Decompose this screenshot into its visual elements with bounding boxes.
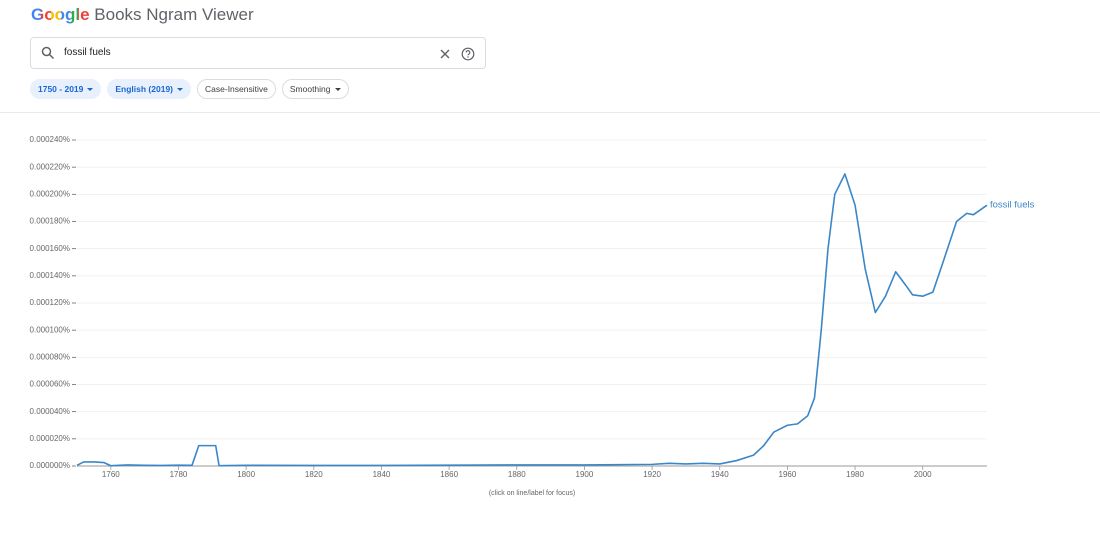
filters: 1750 - 2019 English (2019) Case-Insensit… — [30, 79, 349, 99]
y-tick-label: 0.000240% — [30, 135, 70, 144]
y-tick-label: 0.000120% — [30, 298, 70, 307]
y-tick-label: 0.000140% — [30, 271, 70, 280]
y-tick-label: 0.000020% — [30, 434, 70, 443]
x-tick-label: 1900 — [576, 470, 594, 479]
chip-label: English (2019) — [115, 84, 174, 94]
y-tick-label: 0.000200% — [30, 189, 70, 198]
app-title: Books Ngram Viewer — [94, 5, 254, 24]
chip-label: Smoothing — [289, 84, 331, 94]
logo[interactable]: Google — [31, 5, 90, 24]
search-box[interactable]: fossil fuels — [30, 37, 486, 69]
chip-label: 1750 - 2019 — [38, 84, 84, 94]
x-tick-label: 1860 — [440, 470, 458, 479]
series-line[interactable] — [76, 173, 988, 467]
x-tick-label: 1780 — [170, 470, 188, 479]
y-tick-label: 0.000100% — [30, 325, 70, 334]
search-icon — [41, 46, 55, 60]
y-tick-label: 0.000160% — [30, 244, 70, 253]
case-chip[interactable]: Case-Insensitive — [197, 79, 276, 99]
help-button[interactable] — [461, 47, 475, 61]
x-tick-label: 2000 — [914, 470, 932, 479]
x-tick-label: 1940 — [711, 470, 729, 479]
year-range-chip[interactable]: 1750 - 2019 — [30, 79, 102, 99]
series-label[interactable]: fossil fuels — [990, 200, 1035, 211]
y-tick-label: 0.000180% — [30, 217, 70, 226]
y-tick-label: 0.000220% — [30, 162, 70, 171]
divider — [0, 112, 1100, 113]
x-tick-label: 1840 — [373, 470, 391, 479]
x-tick-label: 1880 — [508, 470, 526, 479]
x-axis-note: (click on line/label for focus) — [489, 490, 575, 497]
x-tick-label: 1920 — [643, 470, 661, 479]
y-tick-label: 0.000060% — [30, 380, 70, 389]
chip-label: Case-Insensitive — [205, 84, 268, 94]
y-tick-label: 0.000080% — [30, 352, 70, 361]
smoothing-chip[interactable]: Smoothing — [281, 79, 349, 99]
y-tick-label: 0.000000% — [30, 461, 70, 470]
clear-button[interactable] — [439, 48, 451, 60]
corpus-chip[interactable]: English (2019) — [107, 79, 192, 99]
x-tick-label: 1960 — [779, 470, 797, 479]
y-tick-label: 0.000040% — [30, 407, 70, 416]
x-tick-label: 1820 — [305, 470, 323, 479]
header: Google Books Ngram Viewer — [31, 5, 254, 25]
x-tick-label: 1760 — [102, 470, 120, 479]
x-tick-label: 1800 — [237, 470, 255, 479]
x-tick-label: 1980 — [846, 470, 864, 479]
search-query[interactable]: fossil fuels — [64, 47, 111, 58]
